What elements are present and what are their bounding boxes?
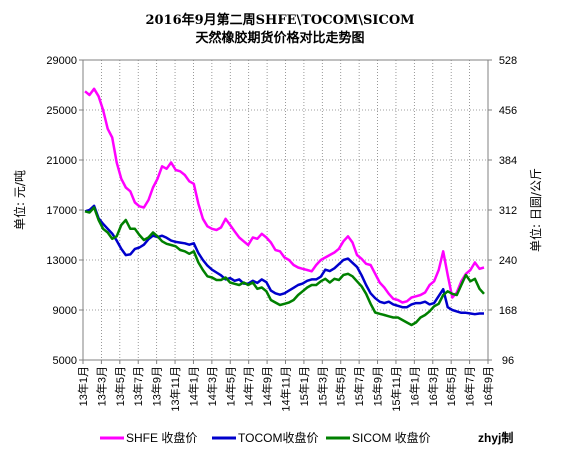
legend: SHFE 收盘价 TOCOM收盘价 SICOM 收盘价 xyxy=(100,430,431,445)
legend-label-3: SICOM 收盘价 xyxy=(352,430,431,445)
y-axis-label-left: 单位: 元/吨 xyxy=(12,170,27,230)
x-tick-label: 15年5月 xyxy=(334,366,348,406)
x-tick-label: 14年1月 xyxy=(186,366,200,406)
x-tick-label: 15年3月 xyxy=(315,366,329,406)
series-line-1 xyxy=(84,87,485,304)
y-tick-label: 29000 xyxy=(46,55,77,67)
x-tick-label: 16年9月 xyxy=(481,366,495,406)
x-tick-label: 13年11月 xyxy=(168,366,182,412)
y2-tick-label: 456 xyxy=(499,105,517,117)
legend-label-2: TOCOM收盘价 xyxy=(238,430,318,445)
x-tick-label: 14年9月 xyxy=(260,366,274,406)
y-axis-right: 96 168 240 312 384 456 528 xyxy=(488,55,517,367)
y-tick-label: 5000 xyxy=(53,355,77,367)
x-tick-label: 13年7月 xyxy=(131,366,145,406)
chart-title: 2016年9月第二周SHFE\TOCOM\SICOM xyxy=(145,12,414,28)
y2-tick-label: 312 xyxy=(499,205,517,217)
x-tick-label: 16年3月 xyxy=(426,366,440,406)
y2-tick-label: 168 xyxy=(499,305,517,317)
x-tick-label: 14年3月 xyxy=(205,366,219,406)
legend-label-1: SHFE 收盘价 xyxy=(126,430,197,445)
y-tick-label: 25000 xyxy=(46,105,77,117)
x-tick-label: 14年11月 xyxy=(279,366,293,412)
x-tick-label: 15年9月 xyxy=(371,366,385,406)
series-line-2 xyxy=(84,204,484,316)
x-tick-label: 16年1月 xyxy=(407,366,421,406)
x-tick-label: 14年5月 xyxy=(223,366,237,406)
x-tick-label: 16年7月 xyxy=(463,366,477,406)
x-tick-label: 15年7月 xyxy=(352,366,366,406)
x-tick-label: 13年9月 xyxy=(150,366,164,406)
x-tick-label: 16年5月 xyxy=(444,366,458,406)
y2-tick-label: 528 xyxy=(499,55,517,67)
x-tick-label: 13年3月 xyxy=(94,366,108,406)
x-tick-label: 14年7月 xyxy=(242,366,256,406)
x-tick-label: 15年1月 xyxy=(297,366,311,406)
y-tick-label: 21000 xyxy=(46,155,77,167)
x-tick-label: 13年1月 xyxy=(76,366,90,406)
series-line-3 xyxy=(84,206,485,327)
y-tick-label: 17000 xyxy=(46,205,77,217)
x-axis: 13年1月 13年3月 13年5月 13年7月 13年9月 13年11月 14年1月 14年3… xyxy=(76,360,495,412)
y2-tick-label: 240 xyxy=(499,255,517,267)
y-axis-label-right: 单位: 日圆/公斤 xyxy=(528,168,543,252)
y2-tick-label: 96 xyxy=(502,355,514,367)
credit-label: zhyj制 xyxy=(478,430,513,445)
y-tick-label: 13000 xyxy=(46,255,77,267)
series-group xyxy=(84,87,485,327)
y2-tick-label: 384 xyxy=(499,155,517,167)
y-axis-left: 5000 9000 13000 17000 21000 25000 29000 xyxy=(46,55,83,367)
x-tick-label: 13年5月 xyxy=(113,366,127,406)
y-tick-label: 9000 xyxy=(53,305,77,317)
chart-subtitle: 天然橡胶期货价格对比走势图 xyxy=(195,30,364,46)
x-tick-label: 15年11月 xyxy=(389,366,403,412)
